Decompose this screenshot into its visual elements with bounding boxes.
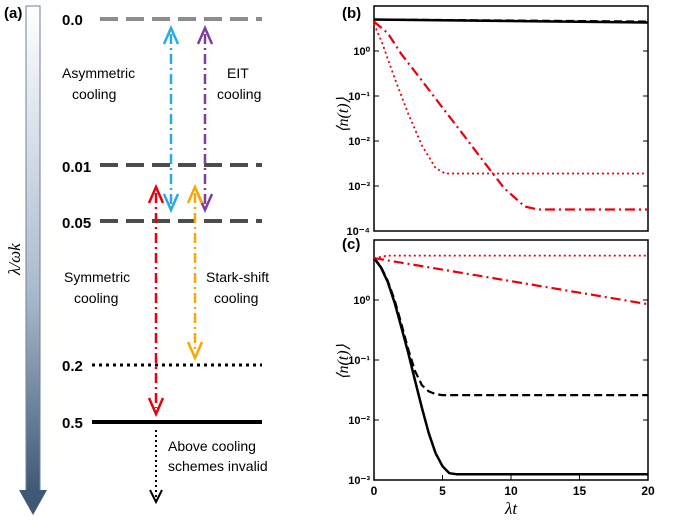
level-label-1: 0.01 [62,159,91,176]
level-label-3: 0.2 [62,358,83,375]
panel-b-series-dotted-red [373,23,648,175]
panel-c-ytick-label-0: 10⁻³ [348,475,370,487]
panel-b-series-dashdot-red [373,20,648,211]
panel-b-ylabel: ⟨n(t)⟩ [335,96,352,132]
lambda-axis-label: λ/ωk [5,243,24,276]
panel-c-xlabel: λt [504,499,518,518]
stark-shift-cooling-label: Stark-shift cooling [206,269,273,306]
panel-c-ytick-label-3: 10⁰ [353,295,370,307]
lambda-axis-bar [25,5,41,493]
eit-cooling-arrow [196,24,214,214]
panel-b-ytick-label-3: 10⁻¹ [348,91,370,103]
level-label-2: 0.05 [62,215,91,232]
panel-c-series-dashed-black [373,257,648,397]
lambda-axis-arrowhead [19,490,47,515]
panel-c: (c) ⟨n(t)⟩ λt 10⁻³ 10⁻² 10⁻¹ 10⁰ 0 5 10 15 20 [335,236,655,518]
panel-c-series-solid-black [372,257,648,476]
panel-b-frame [373,5,649,232]
panel-c-label: (c) [342,236,360,253]
panel-c-xtick-label-0: 0 [371,484,378,498]
panel-b: (b) ⟨n(t)⟩ 10⁻⁴ 10⁻³ 10⁻² 10⁻¹ 10⁰ [335,5,649,238]
stark-shift-cooling-arrow [186,183,204,362]
symmetric-cooling-arrow [147,183,165,418]
panel-c-ytick-label-2: 10⁻¹ [348,355,370,367]
panel-c-series-dashdot-red [373,257,649,306]
panel-b-ytick-label-2: 10⁻² [348,136,370,148]
invalid-region-arrow [149,430,163,505]
asymmetric-cooling-arrow [162,24,180,214]
asymmetric-cooling-label: Asymmetric cooling [62,65,139,102]
panel-b-series-dashed-black [373,18,649,23]
panel-b-ytick-label-0: 10⁻⁴ [347,226,370,238]
panel-b-label: (b) [342,5,361,22]
panel-b-ytick-label-1: 10⁻³ [348,181,370,193]
panel-c-series-dotted-red [373,254,648,259]
panel-c-ylabel: ⟨n(t)⟩ [335,343,352,379]
panel-c-xtick-label-3: 15 [573,484,587,498]
symmetric-cooling-label: Symmetric cooling [64,269,134,306]
panel-c-ytick-label-1: 10⁻² [348,415,370,427]
invalid-note: Above cooling schemes invalid [168,438,268,474]
panel-c-xtick-label-4: 20 [641,484,655,498]
level-label-4: 0.5 [62,415,83,432]
eit-cooling-label: EIT cooling [217,65,261,102]
panel-c-frame [373,239,649,481]
level-label-0: 0.0 [62,12,83,29]
panel-b-ytick-label-4: 10⁰ [353,46,370,58]
panel-c-xtick-label-1: 5 [439,484,446,498]
panel-a-label: (a) [4,5,22,22]
panel-a: (a) λ/ωk 0.0 0.01 0.05 0.2 0.5 [4,5,273,515]
panel-c-xtick-label-2: 10 [504,484,518,498]
